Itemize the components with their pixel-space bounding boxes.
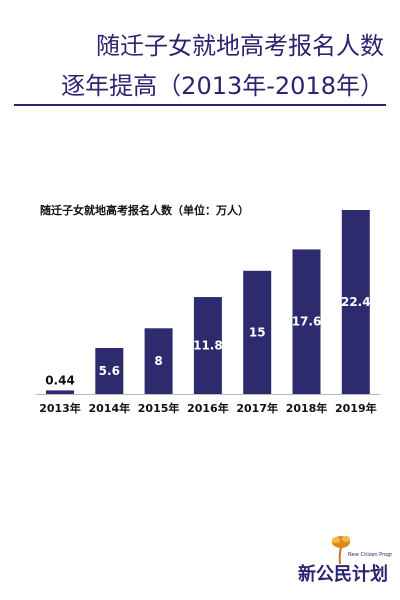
bar-2017年 (243, 270, 272, 394)
data-label-2016年: 11.8 (193, 339, 223, 353)
data-label-2019年: 22.4 (341, 295, 371, 309)
new-citizen-program-logo: New Citizen Program 新公民计划 (298, 536, 392, 585)
flower-icon (332, 536, 350, 565)
x-tick-label-2017年: 2017年 (236, 401, 278, 415)
data-label-2017年: 15 (249, 325, 266, 339)
chart-title: 随迁子女就地高考报名人数（单位：万人） (40, 203, 249, 217)
bar-2013年 (46, 390, 74, 394)
bar-2015年 (144, 328, 173, 394)
data-label-2013年: 0.44 (45, 373, 75, 387)
data-label-2018年: 17.6 (292, 315, 322, 329)
bar-2016年 (193, 297, 222, 394)
logo-subtitle: New Citizen Program (348, 552, 392, 558)
bar-2019年 (341, 210, 370, 394)
page-title-line-2: 逐年提高（2013年-2018年） (61, 72, 384, 100)
logo-text: 新公民计划 (298, 563, 388, 585)
x-tick-label-2016年: 2016年 (187, 401, 229, 415)
page-title-line-1: 随迁子女就地高考报名人数 (96, 32, 384, 60)
x-tick-label-2014年: 2014年 (88, 401, 130, 415)
data-label-2014年: 5.6 (99, 364, 120, 378)
x-axis-ticks: 2013年 2014年 2015年 2016年 2017年 2018年 2019年 (39, 401, 376, 415)
bar-2014年 (95, 348, 124, 394)
x-tick-label-2013年: 2013年 (39, 401, 81, 415)
bars-group: 0.44 5.6 8 11.8 15 17.6 22.4 (45, 210, 371, 394)
x-tick-label-2015年: 2015年 (138, 401, 180, 415)
bar-2018年 (292, 249, 321, 394)
title-divider (14, 104, 386, 106)
x-tick-label-2019年: 2019年 (335, 401, 377, 415)
data-label-2015年: 8 (154, 354, 162, 368)
x-tick-label-2018年: 2018年 (286, 401, 328, 415)
